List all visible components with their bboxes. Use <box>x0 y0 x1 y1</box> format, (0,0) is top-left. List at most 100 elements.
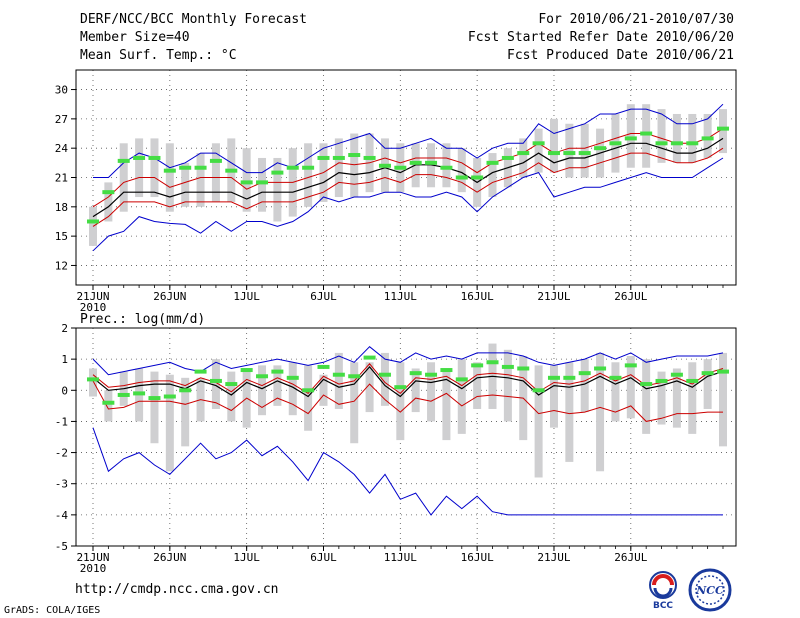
prec-box <box>411 368 420 413</box>
temp-obs-mark <box>686 141 699 146</box>
temp-box <box>534 128 543 173</box>
temp-obs-mark <box>578 151 591 156</box>
produced-date: Fcst Produced Date 2010/06/21 <box>507 48 734 63</box>
chart-title: DERF/NCC/BCC Monthly Forecast <box>80 12 307 27</box>
prec-box <box>427 362 436 422</box>
prec-box <box>181 377 190 447</box>
prec-box <box>258 365 267 416</box>
temp-xtick-label: 6JUL <box>310 290 337 303</box>
prec-obs-mark <box>686 378 699 383</box>
prec-box <box>688 362 697 434</box>
prec-obs-mark <box>394 385 407 390</box>
temp-min-line <box>92 157 724 252</box>
prec-obs-mark <box>378 372 391 377</box>
temp-xtick-year: 2010 <box>80 301 107 314</box>
prec-box <box>719 352 727 447</box>
temp-obs-mark <box>532 141 545 146</box>
temp-box <box>457 148 466 193</box>
temp-obs-mark <box>501 155 514 160</box>
temp-ytick-label: 12 <box>55 259 68 272</box>
prec-box <box>273 365 282 406</box>
temp-box <box>273 157 282 222</box>
temp-box <box>688 113 697 163</box>
prec-ytick-label: -1 <box>55 415 68 428</box>
temp-obs-mark <box>609 141 622 146</box>
temp-obs-mark <box>179 165 192 170</box>
temp-box <box>580 123 589 178</box>
bcc-logo: BCC <box>649 571 677 610</box>
temp-ytick-label: 15 <box>55 230 68 243</box>
prec-box <box>503 349 512 422</box>
prec-obs-mark <box>609 375 622 380</box>
temp-obs-mark <box>225 168 238 173</box>
prec-box <box>365 362 374 413</box>
source-url[interactable]: http://cmdp.ncc.cma.gov.cn <box>75 582 279 597</box>
prec-box <box>565 362 574 462</box>
temp-box <box>135 138 144 198</box>
temp-ytick-label: 18 <box>55 201 68 214</box>
temp-obs-mark <box>363 155 376 160</box>
prec-ytick-label: -3 <box>55 478 68 491</box>
temp-obs-mark <box>148 155 161 160</box>
prec-xtick-label: 16JUL <box>461 551 494 564</box>
temp-box <box>519 138 528 178</box>
prec-ytick-label: 1 <box>61 353 68 366</box>
prec-box <box>304 365 313 431</box>
temp-max-line <box>93 103 724 178</box>
temp-obs-mark <box>717 126 729 131</box>
temp-obs-mark <box>302 165 315 170</box>
prec-obs-mark <box>363 355 376 360</box>
temp-obs-mark <box>440 165 453 170</box>
temp-lower-line <box>92 147 724 227</box>
forecast-period: For 2010/06/21-2010/07/30 <box>538 12 734 27</box>
temp-obs-mark <box>117 158 130 163</box>
prec-mean-line <box>92 365 724 398</box>
temp-obs-mark <box>102 190 115 195</box>
temp-xtick-label: 16JUL <box>461 290 494 303</box>
temp-obs-mark <box>378 163 391 168</box>
prec-obs-mark <box>133 391 146 396</box>
temp-ytick-label: 24 <box>55 142 69 155</box>
temp-obs-mark <box>547 151 560 156</box>
start-date: Fcst Started Refer Date 2010/06/20 <box>467 30 734 45</box>
grads-credit: GrADS: COLA/IGES <box>4 605 101 616</box>
prec-obs-mark <box>240 368 253 373</box>
prec-ytick-label: 0 <box>61 384 68 397</box>
temp-box <box>150 138 159 198</box>
temp-obs-mark <box>425 160 438 165</box>
prec-box <box>227 371 236 422</box>
bcc-logo-text: BCC <box>653 601 673 610</box>
prec-obs-mark <box>455 377 468 382</box>
prec-obs-mark <box>225 382 238 387</box>
prec-obs-mark <box>486 360 499 365</box>
temp-xtick-label: 21JUN <box>76 290 109 303</box>
prec-obs-mark <box>517 366 530 371</box>
prec-ytick-label: -5 <box>55 540 68 553</box>
temp-obs-mark <box>163 168 176 173</box>
prec-box <box>165 374 174 472</box>
prec-xtick-label: 21JUN <box>76 551 109 564</box>
temp-obs-mark <box>240 180 253 185</box>
temp-obs-mark <box>471 175 484 180</box>
temp-box <box>549 118 558 173</box>
temp-obs-mark <box>133 155 146 160</box>
prec-obs-mark <box>655 378 668 383</box>
prec-box <box>319 374 328 406</box>
prec-obs-mark <box>425 372 438 377</box>
ncc-logo-text: NCC <box>695 584 724 597</box>
variable-label: Mean Surf. Temp.: °C <box>80 48 237 63</box>
prec-upper-line <box>92 363 724 395</box>
prec-xtick-label: 21JUL <box>537 551 570 564</box>
prec-box <box>657 371 666 425</box>
temp-upper-line <box>92 128 724 208</box>
prec-obs-mark <box>563 375 576 380</box>
prec-obs-mark <box>594 366 607 371</box>
prec-lower-line <box>92 380 723 422</box>
prec-obs-mark <box>670 372 683 377</box>
prec-xtick-label: 6JUL <box>310 551 337 564</box>
temp-obs-mark <box>624 136 637 141</box>
prec-box <box>642 359 651 434</box>
temp-obs-mark <box>87 219 99 224</box>
prec-box <box>457 359 466 434</box>
